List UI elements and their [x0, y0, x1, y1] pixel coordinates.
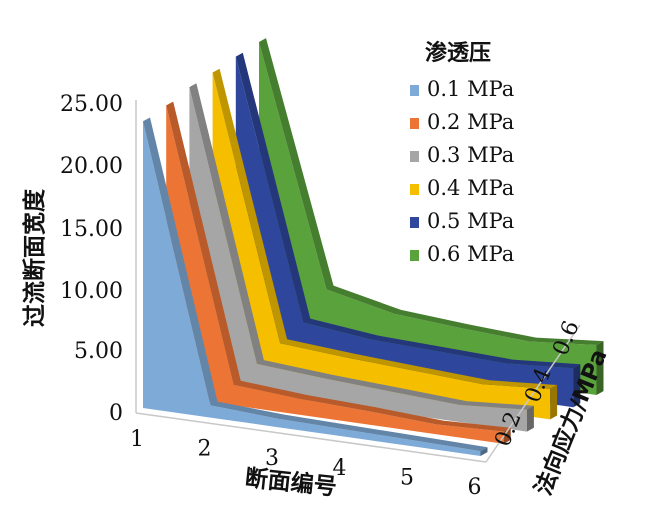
legend-item: 0.2 MPa: [410, 110, 514, 134]
y-tick-label: 5.00: [74, 339, 123, 364]
x-tick-label: 4: [333, 456, 347, 481]
legend-swatch: [410, 85, 419, 96]
legend-item: 0.1 MPa: [410, 77, 514, 101]
y-tick-label: 10.00: [60, 279, 123, 304]
y-tick-label: 0: [109, 401, 123, 426]
series-end-face: [550, 385, 558, 420]
legend-swatch: [410, 118, 419, 129]
y-tick-label: 25.00: [60, 92, 123, 117]
y-tick-label: 15.00: [60, 217, 123, 242]
legend-swatch: [410, 217, 419, 228]
legend-swatch: [410, 151, 419, 162]
series-end-face: [480, 447, 488, 456]
x-tick-label: 1: [130, 427, 144, 452]
series-areas: [143, 38, 604, 457]
series-end-face: [503, 427, 511, 444]
legend-item: 0.4 MPa: [410, 176, 514, 200]
series-area-6: [259, 38, 604, 395]
series-area-4: [212, 68, 558, 420]
legend-label: 0.5 MPa: [427, 209, 514, 233]
series-area-2: [166, 101, 511, 444]
legend-items: 0.1 MPa 0.2 MPa 0.3 MPa 0.4 MPa 0.5 MPa 0.6 M…: [410, 77, 514, 266]
x-tick-label: 6: [468, 475, 482, 500]
y-axis-title: 过流断面宽度: [21, 188, 48, 327]
legend-label: 0.4 MPa: [427, 176, 514, 200]
x-tick-label: 3: [265, 446, 279, 471]
legend-item: 0.5 MPa: [410, 209, 514, 233]
x-axis-line: [135, 412, 487, 463]
legend-label: 0.6 MPa: [427, 242, 514, 266]
series-end-face: [596, 341, 604, 395]
axes: [135, 100, 581, 463]
legend-title: 渗透压: [425, 40, 491, 66]
legend-item: 0.3 MPa: [410, 143, 514, 167]
series-area-3: [189, 83, 534, 432]
x-tick-labels: 1 2 3 4 5 6: [130, 427, 482, 500]
legend-swatch: [410, 184, 419, 195]
x-tick-label: 5: [400, 465, 414, 490]
series-face: [259, 42, 597, 395]
x-axis-title: 断面编号: [244, 464, 338, 500]
y-tick-label: 20.00: [60, 154, 123, 179]
y-tick-labels: 0 5.00 10.00 15.00 20.00 25.00: [60, 92, 123, 426]
series-area-5: [235, 52, 581, 408]
x-tick-label: 2: [198, 437, 212, 462]
legend-label: 0.2 MPa: [427, 110, 514, 134]
series-face: [235, 56, 574, 408]
legend-label: 0.3 MPa: [427, 143, 514, 167]
series-end-face: [573, 364, 581, 408]
series-end-face: [526, 405, 534, 432]
legend-label: 0.1 MPa: [427, 77, 514, 101]
series-area-1: [143, 117, 488, 457]
legend-item: 0.6 MPa: [410, 242, 514, 266]
depth-axis-line: [485, 324, 581, 463]
legend-swatch: [410, 250, 419, 261]
